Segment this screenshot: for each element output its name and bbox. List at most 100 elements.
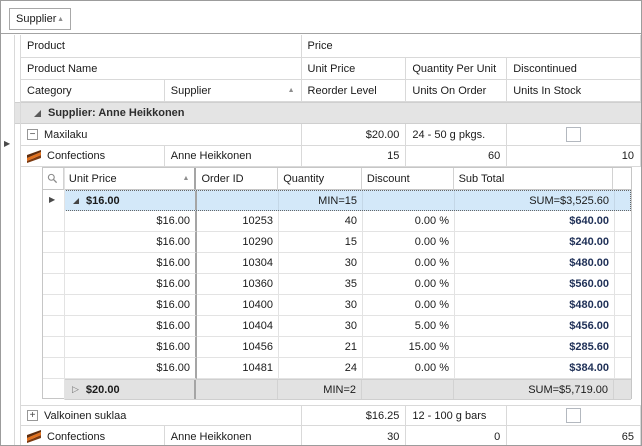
detail-data-row[interactable]: $16.00 10360 35 0.00 % $560.00 xyxy=(43,274,631,295)
detail-column-header-quantity[interactable]: Quantity xyxy=(278,168,362,190)
discontinued-cell[interactable] xyxy=(507,124,641,145)
group-20-label: $20.00 xyxy=(85,383,120,396)
detail-sub-total-cell[interactable]: $456.00 xyxy=(455,316,615,337)
supplier-group-row[interactable]: Supplier: Anne Heikkonen xyxy=(14,102,641,124)
detail-unit-price-cell[interactable]: $16.00 xyxy=(64,358,197,379)
detail-quantity-cell[interactable]: 35 xyxy=(279,274,363,295)
detail-data-row[interactable]: $16.00 10481 24 0.00 % $384.00 xyxy=(43,358,631,379)
detail-data-row[interactable]: $16.00 10304 30 0.00 % $480.00 xyxy=(43,253,631,274)
detail-order-id-cell[interactable]: 10290 xyxy=(197,232,279,253)
group-16-label-cell[interactable]: $16.00 xyxy=(65,191,197,210)
discontinued-checkbox[interactable] xyxy=(566,408,582,423)
quantity-per-unit-cell[interactable]: 12 - 100 g bars xyxy=(406,406,508,425)
detail-data-row[interactable]: $16.00 10290 15 0.00 % $240.00 xyxy=(43,232,631,253)
detail-sub-total-cell[interactable]: $285.60 xyxy=(455,337,615,358)
detail-order-id-cell[interactable]: 10400 xyxy=(197,295,279,316)
column-header-product-name[interactable]: Product Name xyxy=(21,58,302,79)
discontinued-checkbox[interactable] xyxy=(566,127,582,142)
column-header-category[interactable]: Category xyxy=(21,80,165,101)
detail-discount-cell[interactable]: 5.00 % xyxy=(363,316,455,337)
detail-quantity-cell[interactable]: 15 xyxy=(279,232,363,253)
column-header-reorder-level[interactable]: Reorder Level xyxy=(302,80,407,101)
category-cell[interactable]: Confections xyxy=(21,426,165,445)
unit-price-cell[interactable]: $16.25 xyxy=(302,406,407,425)
detail-unit-price-cell[interactable]: $16.00 xyxy=(64,232,197,253)
quantity-per-unit-cell[interactable]: 24 - 50 g pkgs. xyxy=(406,124,508,145)
detail-sub-total-cell[interactable]: $480.00 xyxy=(455,253,615,274)
detail-data-row[interactable]: $16.00 10404 30 5.00 % $456.00 xyxy=(43,316,631,337)
detail-data-row[interactable]: $16.00 10400 30 0.00 % $480.00 xyxy=(43,295,631,316)
detail-sub-total-cell[interactable]: $640.00 xyxy=(455,211,615,232)
group-expanded-icon[interactable] xyxy=(34,109,41,117)
collapse-detail-icon[interactable]: − xyxy=(27,129,38,140)
band-product[interactable]: Product xyxy=(21,35,302,57)
detail-unit-price-cell[interactable]: $16.00 xyxy=(64,337,197,358)
detail-quantity-cell[interactable]: 30 xyxy=(279,316,363,337)
detail-order-id-cell[interactable]: 10304 xyxy=(197,253,279,274)
detail-order-id-cell[interactable]: 10253 xyxy=(197,211,279,232)
reorder-level-cell[interactable]: 15 xyxy=(302,146,407,166)
expand-detail-icon[interactable]: + xyxy=(27,410,38,421)
detail-discount-cell[interactable]: 0.00 % xyxy=(363,232,455,253)
detail-column-header-sub-total[interactable]: Sub Total xyxy=(453,168,614,190)
reorder-level-cell[interactable]: 30 xyxy=(302,426,407,445)
column-header-unit-price[interactable]: Unit Price xyxy=(302,58,407,79)
column-header-quantity-per-unit[interactable]: Quantity Per Unit xyxy=(406,58,508,79)
detail-search-cell[interactable] xyxy=(43,168,64,190)
detail-quantity-cell[interactable]: 40 xyxy=(279,211,363,232)
units-in-stock-cell[interactable]: 10 xyxy=(507,146,641,166)
unit-price-cell[interactable]: $20.00 xyxy=(302,124,407,145)
detail-discount-cell[interactable]: 0.00 % xyxy=(363,253,455,274)
detail-discount-cell[interactable]: 15.00 % xyxy=(363,337,455,358)
detail-column-header-discount[interactable]: Discount xyxy=(361,168,454,190)
detail-discount-cell[interactable]: 0.00 % xyxy=(363,211,455,232)
product-name-cell[interactable]: + Valkoinen suklaa xyxy=(21,406,302,425)
product-name-cell[interactable]: − Maxilaku xyxy=(21,124,302,145)
detail-discount-cell[interactable]: 0.00 % xyxy=(363,358,455,379)
detail-unit-price-cell[interactable]: $16.00 xyxy=(64,253,197,274)
detail-unit-price-cell[interactable]: $16.00 xyxy=(64,295,197,316)
group-20-label-cell[interactable]: ▷ $20.00 xyxy=(64,380,196,399)
header-row-1: Product Name Unit Price Quantity Per Uni… xyxy=(20,58,641,80)
supplier-cell[interactable]: Anne Heikkonen xyxy=(165,426,302,445)
detail-quantity-cell[interactable]: 30 xyxy=(279,253,363,274)
detail-unit-price-cell[interactable]: $16.00 xyxy=(64,274,197,295)
units-on-order-cell[interactable]: 60 xyxy=(406,146,508,166)
group-expanded-icon[interactable] xyxy=(73,197,79,204)
detail-order-id-cell[interactable]: 10456 xyxy=(197,337,279,358)
group-field-button-supplier[interactable]: Supplier ▲ xyxy=(9,8,71,30)
detail-group-row-20[interactable]: ▷ $20.00 MIN=2 SUM=$5,719.00 xyxy=(64,379,631,400)
column-header-discontinued[interactable]: Discontinued xyxy=(507,58,641,79)
detail-quantity-cell[interactable]: 24 xyxy=(279,358,363,379)
group-collapsed-icon[interactable]: ▷ xyxy=(72,384,79,394)
supplier-cell[interactable]: Anne Heikkonen xyxy=(165,146,302,166)
units-in-stock-cell[interactable]: 65 xyxy=(507,426,641,445)
detail-order-id-cell[interactable]: 10404 xyxy=(197,316,279,337)
detail-discount-cell[interactable]: 0.00 % xyxy=(363,295,455,316)
column-header-units-on-order[interactable]: Units On Order xyxy=(406,80,508,101)
detail-filler-cell xyxy=(615,316,631,337)
detail-order-id-cell[interactable]: 10360 xyxy=(197,274,279,295)
detail-unit-price-cell[interactable]: $16.00 xyxy=(64,316,197,337)
detail-sub-total-cell[interactable]: $384.00 xyxy=(455,358,615,379)
detail-column-header-order-id[interactable]: Order ID xyxy=(196,168,279,190)
detail-sub-total-cell[interactable]: $560.00 xyxy=(455,274,615,295)
detail-group-row-16[interactable]: $16.00 MIN=15 SUM=$3,525.60 xyxy=(64,190,631,211)
detail-order-id-cell[interactable]: 10481 xyxy=(197,358,279,379)
detail-data-row[interactable]: $16.00 10253 40 0.00 % $640.00 xyxy=(43,211,631,232)
column-header-units-in-stock[interactable]: Units In Stock xyxy=(507,80,641,101)
detail-column-header-unit-price[interactable]: Unit Price ▲ xyxy=(63,168,197,190)
detail-discount-cell[interactable]: 0.00 % xyxy=(363,274,455,295)
detail-data-row[interactable]: $16.00 10456 21 15.00 % $285.60 xyxy=(43,337,631,358)
band-price[interactable]: Price xyxy=(302,35,641,57)
column-header-supplier[interactable]: Supplier ▲ xyxy=(165,80,302,101)
units-on-order-cell[interactable]: 0 xyxy=(406,426,508,445)
detail-sub-total-cell[interactable]: $480.00 xyxy=(455,295,615,316)
detail-unit-price-cell[interactable]: $16.00 xyxy=(64,211,197,232)
detail-row-indicator-cell xyxy=(43,274,64,295)
detail-quantity-cell[interactable]: 21 xyxy=(279,337,363,358)
detail-sub-total-cell[interactable]: $240.00 xyxy=(455,232,615,253)
detail-quantity-cell[interactable]: 30 xyxy=(279,295,363,316)
discontinued-cell[interactable] xyxy=(507,406,641,425)
category-cell[interactable]: Confections xyxy=(21,146,165,166)
